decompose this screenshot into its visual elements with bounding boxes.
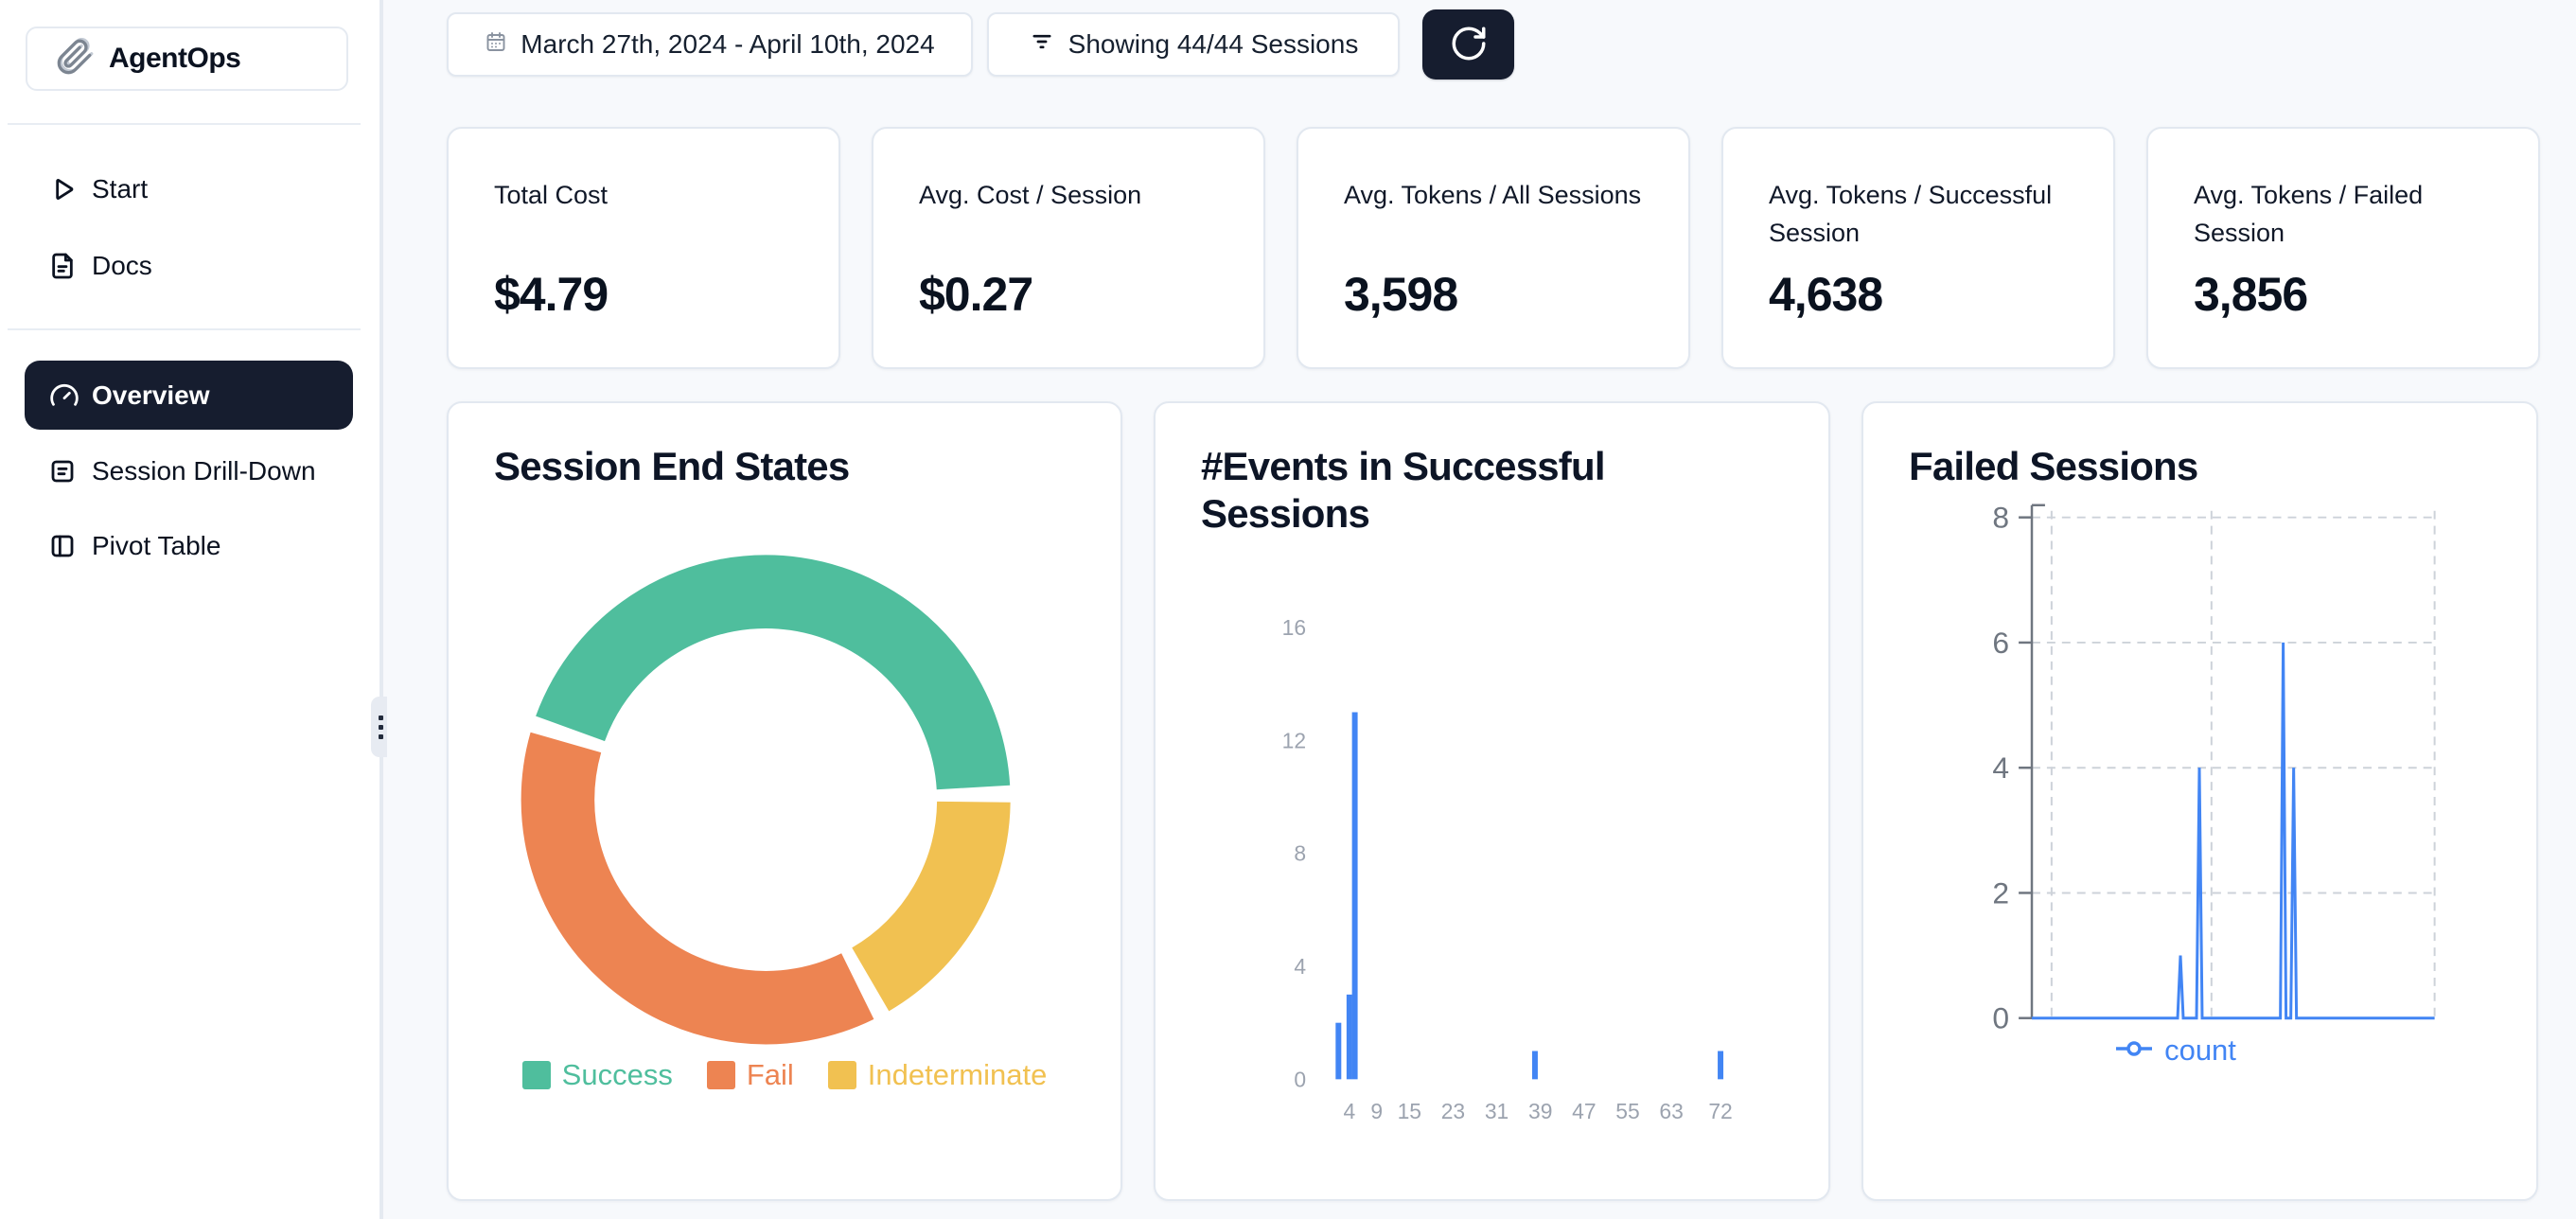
stat-value: 4,638: [1769, 268, 1883, 321]
stat-label: Avg. Tokens / Failed Session: [2194, 181, 2424, 247]
stat-value: 3,856: [2194, 268, 2308, 321]
panel-split-icon: [47, 531, 78, 561]
sidebar-item-label: Docs: [92, 251, 152, 280]
count-legend-marker-icon: [2115, 1038, 2153, 1064]
file-text-icon: [47, 251, 78, 281]
stat-value: 3,598: [1344, 268, 1458, 321]
sidebar-item-label: Overview: [92, 380, 210, 410]
failed-sessions-line-chart: 0 2 4 6 8: [1992, 501, 2436, 1035]
stat-value: $0.27: [919, 268, 1033, 321]
svg-text:4: 4: [1343, 1099, 1355, 1123]
sidebar-item-label: Start: [92, 174, 149, 203]
stat-value: $4.79: [494, 268, 609, 321]
legend-label: Indeterminate: [867, 1058, 1048, 1091]
sidebar-item-docs[interactable]: Docs: [0, 233, 383, 299]
svg-text:0: 0: [1294, 1067, 1306, 1091]
legend-item-indeterminate[interactable]: Indeterminate: [827, 1058, 1048, 1092]
stat-label: Avg. Tokens / Successful Session: [1769, 181, 2053, 247]
sidebar-divider-bottom: [8, 328, 361, 330]
svg-text:12: 12: [1282, 728, 1306, 752]
count-legend-label: count: [2164, 1034, 2236, 1067]
stat-label: Avg. Tokens / All Sessions: [1344, 181, 1642, 209]
sessions-filter-button[interactable]: Showing 44/44 Sessions: [987, 12, 1400, 77]
failed-sessions-card: Failed Sessions 0 2 4 6 8 count: [1861, 401, 2538, 1201]
legend-item-success[interactable]: Success: [521, 1058, 673, 1092]
sidebar-item-label: Pivot Table: [92, 531, 221, 560]
filter-icon: [1029, 28, 1055, 62]
play-icon: [47, 174, 78, 204]
svg-text:63: 63: [1659, 1099, 1683, 1123]
paperclip-logo-icon: [56, 37, 94, 80]
session-end-states-card: Session End States Success Fail Indetermin…: [447, 401, 1122, 1201]
legend-label: Success: [561, 1058, 673, 1091]
svg-text:47: 47: [1572, 1099, 1596, 1123]
chart-title: Session End States: [494, 444, 850, 488]
legend-swatch: [827, 1061, 856, 1089]
svg-text:6: 6: [1992, 626, 2009, 660]
sessions-filter-label: Showing 44/44 Sessions: [1067, 29, 1359, 59]
app-title: AgentOps: [109, 43, 241, 74]
svg-text:4: 4: [1294, 954, 1306, 979]
chart-title: #Events in Successful Sessions: [1201, 444, 1606, 536]
stat-card-avg-tokens-successful: Avg. Tokens / Successful Session 4,638: [1721, 127, 2115, 369]
stat-label: Total Cost: [494, 181, 609, 209]
svg-text:23: 23: [1441, 1099, 1465, 1123]
svg-text:2: 2: [1992, 875, 2009, 910]
svg-text:72: 72: [1708, 1099, 1732, 1123]
svg-text:0: 0: [1992, 1001, 2009, 1035]
legend-item-fail[interactable]: Fail: [706, 1058, 794, 1092]
gauge-icon: [49, 380, 79, 411]
date-range-label: March 27th, 2024 - April 10th, 2024: [520, 29, 935, 59]
legend-swatch: [521, 1061, 551, 1089]
svg-text:9: 9: [1370, 1099, 1383, 1123]
app-logo[interactable]: AgentOps: [26, 26, 348, 91]
sidebar: AgentOps Start Docs Overview: [0, 0, 383, 1219]
stat-card-avg-cost-session: Avg. Cost / Session $0.27: [872, 127, 1265, 369]
calendar-icon: [485, 29, 507, 60]
date-range-button[interactable]: March 27th, 2024 - April 10th, 2024: [447, 12, 973, 77]
svg-text:39: 39: [1528, 1099, 1552, 1123]
chart-title: Failed Sessions: [1909, 444, 2198, 488]
sidebar-item-label: Session Drill-Down: [92, 456, 316, 486]
stat-card-avg-tokens-all: Avg. Tokens / All Sessions 3,598: [1297, 127, 1690, 369]
sidebar-item-pivot-table[interactable]: Pivot Table: [0, 513, 383, 579]
svg-text:31: 31: [1485, 1099, 1509, 1123]
donut-legend: Success Fail Indeterminate: [449, 1058, 1120, 1092]
events-in-successful-sessions-card: #Events in Successful Sessions 0 4 8 12 16 4 9…: [1154, 401, 1830, 1201]
main-content: March 27th, 2024 - April 10th, 2024 Show…: [387, 0, 2576, 1219]
sidebar-divider-top: [8, 123, 361, 125]
refresh-icon: [1449, 24, 1489, 66]
count-legend[interactable]: count: [1863, 1034, 2488, 1068]
svg-text:8: 8: [1992, 501, 2009, 535]
svg-text:55: 55: [1615, 1099, 1639, 1123]
charts-row: Session End States Success Fail Indetermin…: [447, 401, 2538, 1201]
svg-text:15: 15: [1398, 1099, 1421, 1123]
sidebar-item-session-drill-down[interactable]: Session Drill-Down: [0, 438, 383, 504]
topbar: March 27th, 2024 - April 10th, 2024 Show…: [447, 9, 1514, 80]
svg-text:8: 8: [1294, 841, 1306, 866]
stat-card-total-cost: Total Cost $4.79: [447, 127, 840, 369]
session-end-states-donut-chart: [520, 555, 1011, 1045]
refresh-button[interactable]: [1422, 9, 1514, 80]
stat-label: Avg. Cost / Session: [919, 181, 1142, 209]
legend-swatch: [706, 1061, 735, 1089]
sidebar-item-overview[interactable]: Overview: [25, 361, 353, 430]
svg-text:16: 16: [1282, 615, 1306, 640]
list-square-icon: [47, 456, 78, 486]
sidebar-item-start[interactable]: Start: [0, 156, 383, 222]
stats-row: Total Cost $4.79 Avg. Cost / Session $0.…: [447, 127, 2540, 369]
legend-label: Fail: [746, 1058, 794, 1091]
svg-text:4: 4: [1992, 751, 2009, 785]
stat-card-avg-tokens-failed: Avg. Tokens / Failed Session 3,856: [2146, 127, 2540, 369]
